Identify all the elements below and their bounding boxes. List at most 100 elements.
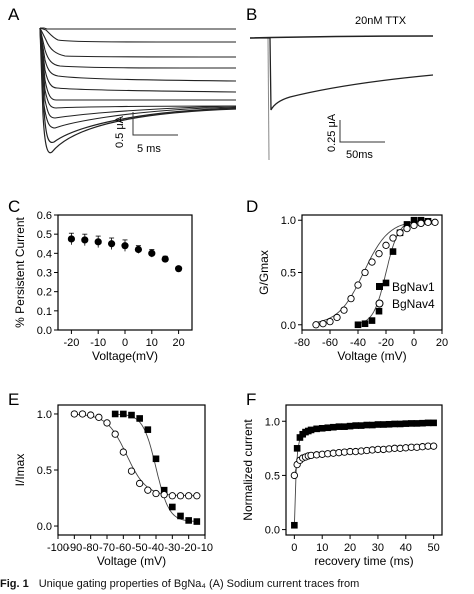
panel-f-point-bgnav1 (369, 421, 376, 429)
panel-f-point-bgnav1 (380, 421, 387, 428)
panel-e-x-tick-label: -70 (99, 542, 115, 554)
panel-d-y-tick-label: 1.0 (281, 215, 296, 227)
panel-d-point-bgnav1 (354, 321, 362, 329)
panel-f-point-bgnav1 (385, 420, 393, 428)
legend-label-bgnav4: BgNav4 (392, 297, 435, 311)
panel-c-x-tick-label: -10 (90, 337, 106, 349)
panel-f-y-axis-label: Normalized current (241, 419, 255, 521)
panel-d-point-bgnav4 (375, 250, 383, 258)
panel-f-x-tick-label: 0 (291, 542, 297, 554)
legend-marker-bgnav1 (376, 283, 383, 290)
panel-f-point-bgnav1 (341, 423, 348, 430)
panel-d-point-bgnav4 (354, 281, 362, 289)
panel-f-chart: 0 10 20 30 40 50 0.0 0.5 1.0 recovery time (ms) No… (241, 404, 443, 568)
panel-d-x-axis-label: Voltage (mV) (337, 349, 406, 363)
panel-c-chart: -20 -10 0 10 20 0.0 0.1 0.2 0.3 0.4 0.5 0.6 Voltage(… (13, 210, 193, 363)
panel-e-point-bgnav4 (176, 492, 185, 500)
panel-f-x-axis-label: recovery time (ms) (314, 554, 413, 568)
panel-d-point-bgnav4 (417, 219, 425, 228)
panel-e-x-tick-label: -60 (115, 542, 131, 554)
panel-e-point-bgnav4 (78, 410, 87, 418)
panel-d-point-bgnav4 (333, 313, 341, 322)
panel-e-x-tick-label: -20 (181, 542, 197, 554)
panel-f-point-bgnav1 (352, 422, 359, 429)
panel-d-point-bgnav4 (431, 218, 439, 226)
panel-e-chart: -100-90 -80 -70 -60 -50 -40 -30 -20 -10 0.0 0.5 1.0… (13, 404, 213, 568)
panel-b-scale-x: 50ms (346, 149, 373, 161)
panel-c-point (175, 265, 183, 273)
panel-e-point-bgnav1 (136, 415, 143, 422)
panel-c-point (121, 242, 129, 250)
panel-d-y-axis-label: G/Gmax (257, 250, 271, 295)
panel-c-x-tick-label: 20 (172, 337, 184, 349)
panel-d-x-tick-label: -80 (294, 337, 310, 349)
panel-e-point-bgnav4 (119, 448, 127, 456)
panel-f-point-bgnav1 (307, 426, 315, 434)
legend-label-bgnav1: BgNav1 (392, 280, 435, 294)
panel-e-point-bgnav4 (95, 413, 103, 421)
panel-f-point-bgnav1 (346, 422, 354, 430)
panel-c-y-tick-label: 0.5 (37, 229, 52, 241)
panel-c-y-tick-label: 0.2 (37, 287, 52, 299)
panel-f-point-bgnav1 (374, 421, 382, 428)
panel-f-point-bgnav1 (424, 419, 432, 427)
panel-c-y-tick-label: 0.6 (37, 210, 52, 222)
panel-c-point (94, 238, 102, 246)
panel-c-y-axis-label: % Persistent Current (13, 216, 27, 327)
panel-f-point-bgnav1 (419, 419, 426, 427)
panel-d-point-bgnav4 (396, 229, 404, 237)
panel-d-x-tick-label: -20 (378, 337, 394, 349)
panel-e-point-bgnav4 (127, 467, 136, 475)
panel-d-point-bgnav4 (361, 268, 369, 277)
panel-e-x-tick-label: -40 (148, 542, 164, 554)
panel-f-axes-frame (285, 404, 443, 536)
panel-c-x-tick-label: 0 (122, 337, 128, 349)
panel-letter-f: F (246, 390, 256, 409)
panel-f-point-bgnav1 (402, 420, 410, 427)
panel-d-point-bgnav4 (319, 320, 327, 328)
panel-f-point-bgnav1 (335, 423, 343, 430)
panel-f-point-bgnav1 (357, 422, 365, 429)
panel-letter-e: E (8, 390, 19, 409)
caption-label: Fig. 1 (0, 578, 29, 590)
panel-d-x-tick-label: -60 (322, 337, 338, 349)
panel-f-point-bgnav1 (291, 521, 298, 529)
panel-e-point-bgnav4 (111, 430, 119, 438)
panel-a-scale-x: 5 ms (137, 143, 161, 155)
panel-letter-d: D (246, 197, 258, 216)
panel-e-x-tick-label: -50 (132, 542, 148, 554)
panel-f-point-bgnav1 (363, 421, 371, 429)
panel-d-x-tick-label: 20 (436, 337, 448, 349)
panel-d-point-bgnav4 (326, 317, 334, 326)
panel-d-x-tick-label: 0 (411, 337, 417, 349)
panel-c-y-tick-label: 0.3 (37, 268, 52, 280)
panel-f-x-tick-label: 50 (428, 542, 440, 554)
panel-c-x-axis-label: Voltage(mV) (92, 349, 158, 363)
panel-f-point-bgnav4 (429, 442, 438, 450)
panel-e-fit-curve (115, 413, 197, 522)
panel-e-x-tick-label: -30 (164, 542, 180, 554)
panel-e-point-bgnav1 (120, 410, 127, 418)
panel-d-point-bgnav4 (340, 306, 348, 314)
panel-d-chart: -80 -60 -40 -20 0 20 0.0 0.5 1.0 Voltage (mV) G/Gm… (257, 214, 448, 363)
panel-e-point-bgnav4 (70, 410, 78, 418)
panel-f-point-bgnav1 (313, 425, 320, 433)
panel-d-point-bgnav1 (382, 279, 390, 287)
panel-e-point-bgnav1 (185, 517, 192, 524)
panel-e-point-bgnav4 (185, 492, 193, 500)
panel-f-point-bgnav1 (396, 420, 404, 428)
panel-e-point-bgnav1 (128, 411, 135, 419)
panel-f-y-tick-label: 0.0 (265, 525, 280, 537)
panel-d-point-bgnav4 (312, 321, 320, 329)
panel-e-point-bgnav4 (87, 411, 95, 419)
panel-f-point-bgnav1 (430, 419, 437, 427)
panel-c-y-tick-label: 0.1 (37, 306, 52, 318)
panel-e-point-bgnav1 (152, 455, 160, 463)
panel-d-point-bgnav4 (368, 258, 376, 266)
panel-e-point-bgnav1 (177, 512, 184, 520)
panel-b-label: 20nM TTX (355, 15, 407, 27)
figure-caption: Fig. 1 Unique gating properties of BgNa₄ … (0, 578, 474, 594)
legend-marker-bgnav4 (375, 299, 384, 308)
panel-d-point-bgnav4 (410, 221, 418, 230)
